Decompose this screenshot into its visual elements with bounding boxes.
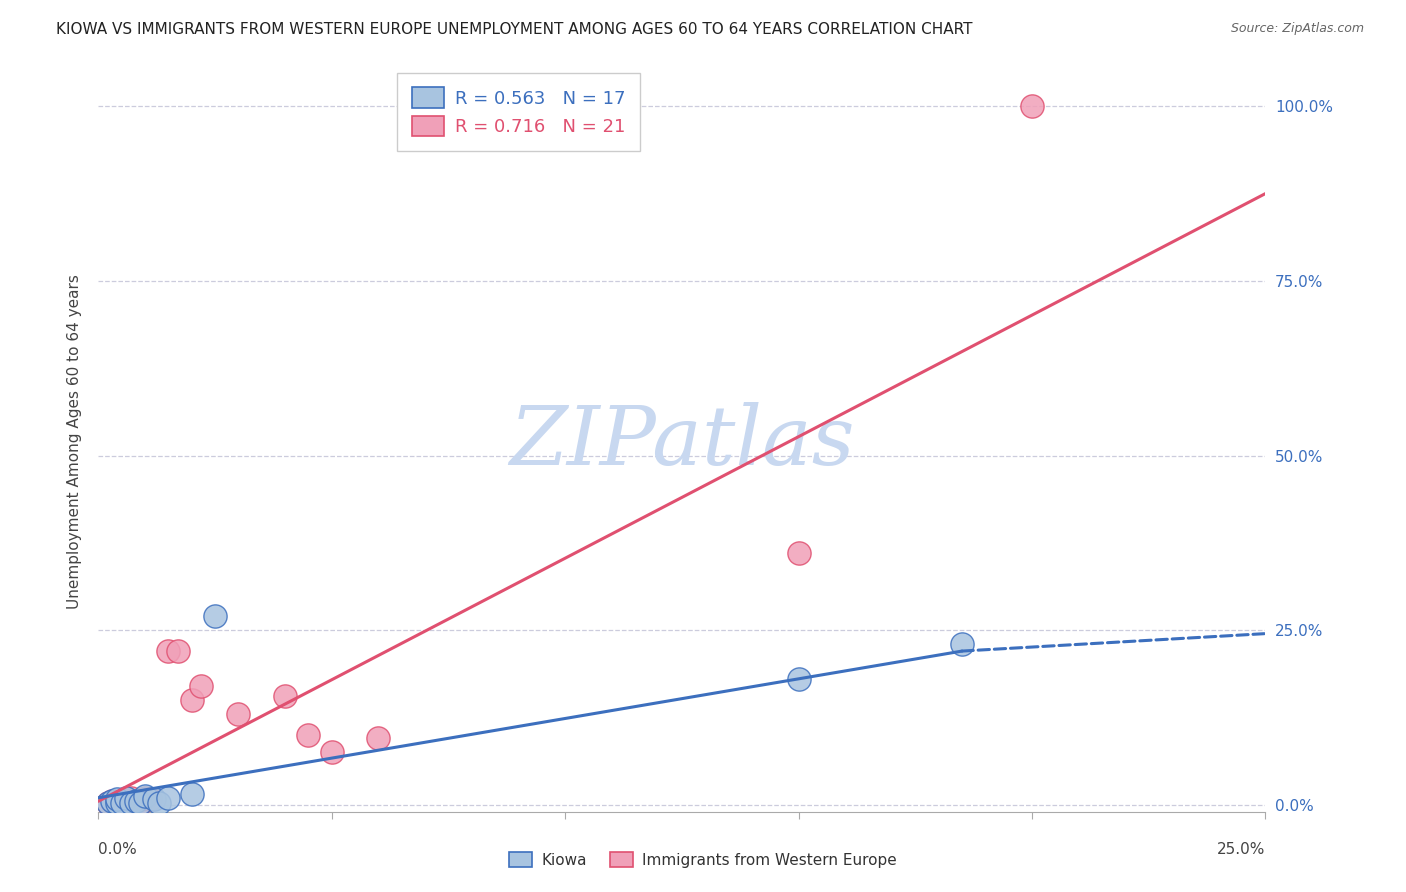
- Text: 0.0%: 0.0%: [98, 842, 138, 857]
- Point: [111, 794, 134, 808]
- Point: [166, 644, 188, 658]
- Text: Source: ZipAtlas.com: Source: ZipAtlas.com: [1230, 22, 1364, 36]
- Point: [101, 794, 124, 808]
- Point: [105, 792, 128, 806]
- Point: [101, 794, 124, 808]
- Point: [157, 790, 180, 805]
- Point: [134, 790, 156, 805]
- Point: [787, 546, 810, 560]
- Point: [105, 797, 128, 811]
- Point: [134, 789, 156, 804]
- Point: [204, 609, 226, 624]
- Point: [148, 797, 170, 811]
- Point: [157, 644, 180, 658]
- Y-axis label: Unemployment Among Ages 60 to 64 years: Unemployment Among Ages 60 to 64 years: [66, 274, 82, 609]
- Point: [367, 731, 389, 746]
- Point: [143, 792, 166, 806]
- Point: [115, 790, 138, 805]
- Point: [125, 794, 148, 808]
- Point: [321, 745, 343, 759]
- Point: [120, 790, 142, 805]
- Text: ZIPatlas: ZIPatlas: [509, 401, 855, 482]
- Point: [274, 690, 297, 704]
- Legend: Kiowa, Immigrants from Western Europe: Kiowa, Immigrants from Western Europe: [502, 844, 904, 875]
- Point: [228, 706, 250, 721]
- Point: [950, 637, 973, 651]
- Point: [297, 728, 319, 742]
- Point: [105, 796, 128, 810]
- Legend: R = 0.563   N = 17, R = 0.716   N = 21: R = 0.563 N = 17, R = 0.716 N = 21: [396, 73, 640, 151]
- Point: [190, 679, 212, 693]
- Point: [111, 796, 134, 810]
- Point: [97, 796, 120, 810]
- Point: [1021, 99, 1043, 113]
- Point: [125, 796, 148, 810]
- Point: [129, 796, 152, 810]
- Text: KIOWA VS IMMIGRANTS FROM WESTERN EUROPE UNEMPLOYMENT AMONG AGES 60 TO 64 YEARS C: KIOWA VS IMMIGRANTS FROM WESTERN EUROPE …: [56, 22, 973, 37]
- Text: 25.0%: 25.0%: [1218, 842, 1265, 857]
- Point: [115, 792, 138, 806]
- Point: [180, 787, 202, 801]
- Point: [787, 672, 810, 686]
- Point: [139, 792, 162, 806]
- Point: [180, 693, 202, 707]
- Point: [120, 797, 142, 811]
- Point: [129, 797, 152, 811]
- Point: [97, 797, 120, 811]
